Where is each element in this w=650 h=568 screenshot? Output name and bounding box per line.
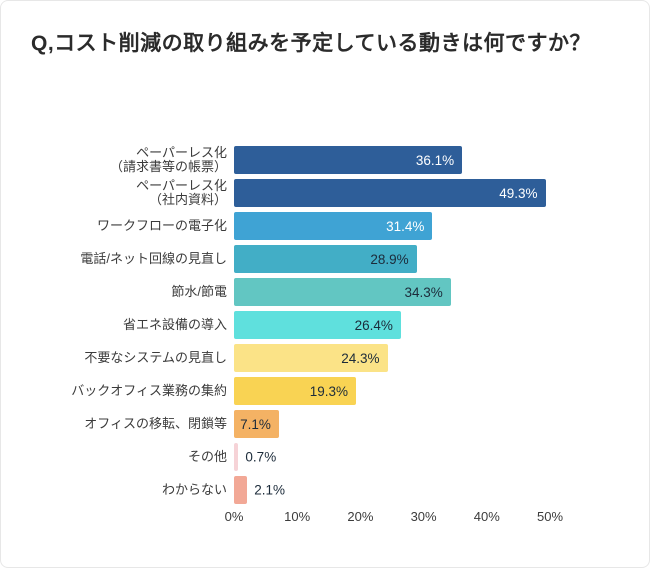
bar-track: 19.3% <box>234 377 550 406</box>
bar: 0.7% <box>234 443 276 472</box>
bar-track: 36.1% <box>234 146 550 175</box>
value-label: 2.1% <box>254 482 286 498</box>
x-axis-tick: 20% <box>347 509 374 525</box>
bar-track: 26.4% <box>234 311 550 340</box>
bar: 31.4% <box>234 212 433 241</box>
bar-row: ペーパーレス化 （請求書等の帳票） 36.1% <box>31 145 649 175</box>
x-axis-tick: 0% <box>224 509 244 525</box>
bar: 7.1% <box>234 410 279 439</box>
bar-row: わからない 2.1% <box>31 476 649 505</box>
bar-row: オフィスの移転、閉鎖等 7.1% <box>31 410 649 439</box>
category-label: 電話/ネット回線の見直し <box>80 251 227 267</box>
x-axis-tick: 30% <box>410 509 437 525</box>
bar-track: 0.7% <box>234 443 550 472</box>
category-label: 省エネ設備の導入 <box>122 317 227 333</box>
bar-track: 34.3% <box>234 278 550 307</box>
x-axis-tick: 10% <box>284 509 311 525</box>
category-label: わからない <box>161 482 227 498</box>
category-label: その他 <box>187 449 227 465</box>
bar-row: 節水/節電 34.3% <box>31 278 649 307</box>
category-label: 不要なシステムの見直し <box>84 350 227 366</box>
bar-row: ワークフローの電子化 31.4% <box>31 212 649 241</box>
bar: 49.3% <box>234 179 546 208</box>
category-label: バックオフィス業務の集約 <box>71 383 227 399</box>
bar-track: 7.1% <box>234 410 550 439</box>
bar: 2.1% <box>234 476 285 505</box>
bar: 24.3% <box>234 344 388 373</box>
value-label: 0.7% <box>245 449 277 465</box>
bar-track: 49.3% <box>234 179 550 208</box>
bar-chart: ペーパーレス化 （請求書等の帳票） 36.1% ペーパーレス化 （社内資料） 49.3… <box>31 146 649 529</box>
bar-row: 省エネ設備の導入 26.4% <box>31 311 649 340</box>
category-label: 節水/節電 <box>171 284 227 300</box>
bar-row: その他 0.7% <box>31 443 649 472</box>
chart-title: Q,コスト削減の取り組みを予定している動きは何ですか？ <box>31 32 592 55</box>
bar-track: 2.1% <box>234 476 550 505</box>
x-axis: 0% 10% 20% 30% 40% 50% <box>225 509 563 529</box>
bar-track: 24.3% <box>234 344 550 373</box>
x-axis-tick: 40% <box>473 509 500 525</box>
value-label: 31.4% <box>386 218 425 234</box>
bar: 26.4% <box>234 311 401 340</box>
bar-track: 28.9% <box>234 245 550 274</box>
value-label: 19.3% <box>309 383 348 399</box>
value-label: 24.3% <box>341 350 380 366</box>
value-label: 34.3% <box>404 284 443 300</box>
bar: 19.3% <box>234 377 356 406</box>
category-label: ペーパーレス化 （請求書等の帳票） <box>109 145 227 175</box>
axis-spacer <box>31 509 234 529</box>
bar: 36.1% <box>234 146 463 175</box>
value-label: 26.4% <box>354 317 393 333</box>
x-axis-tick: 50% <box>536 509 564 525</box>
bar-row: 不要なシステムの見直し 24.3% <box>31 344 649 373</box>
value-label: 49.3% <box>499 185 538 201</box>
category-label: ワークフローの電子化 <box>96 218 227 234</box>
value-label: 28.9% <box>370 251 409 267</box>
bar-track: 31.4% <box>234 212 550 241</box>
bar-row: ペーパーレス化 （社内資料） 49.3% <box>31 178 649 208</box>
value-label: 7.1% <box>240 416 271 432</box>
value-label: 36.1% <box>415 152 455 168</box>
bar: 34.3% <box>234 278 451 307</box>
x-axis-row: 0% 10% 20% 30% 40% 50% <box>31 509 649 529</box>
bar-row: バックオフィス業務の集約 19.3% <box>31 377 649 406</box>
bar-rows: ペーパーレス化 （請求書等の帳票） 36.1% ペーパーレス化 （社内資料） 49.3… <box>31 145 649 505</box>
category-label: ペーパーレス化 （社内資料） <box>136 178 227 208</box>
bar-row: 電話/ネット回線の見直し 28.9% <box>31 245 649 274</box>
bar: 28.9% <box>234 245 417 274</box>
category-label: オフィスの移転、閉鎖等 <box>84 416 227 432</box>
